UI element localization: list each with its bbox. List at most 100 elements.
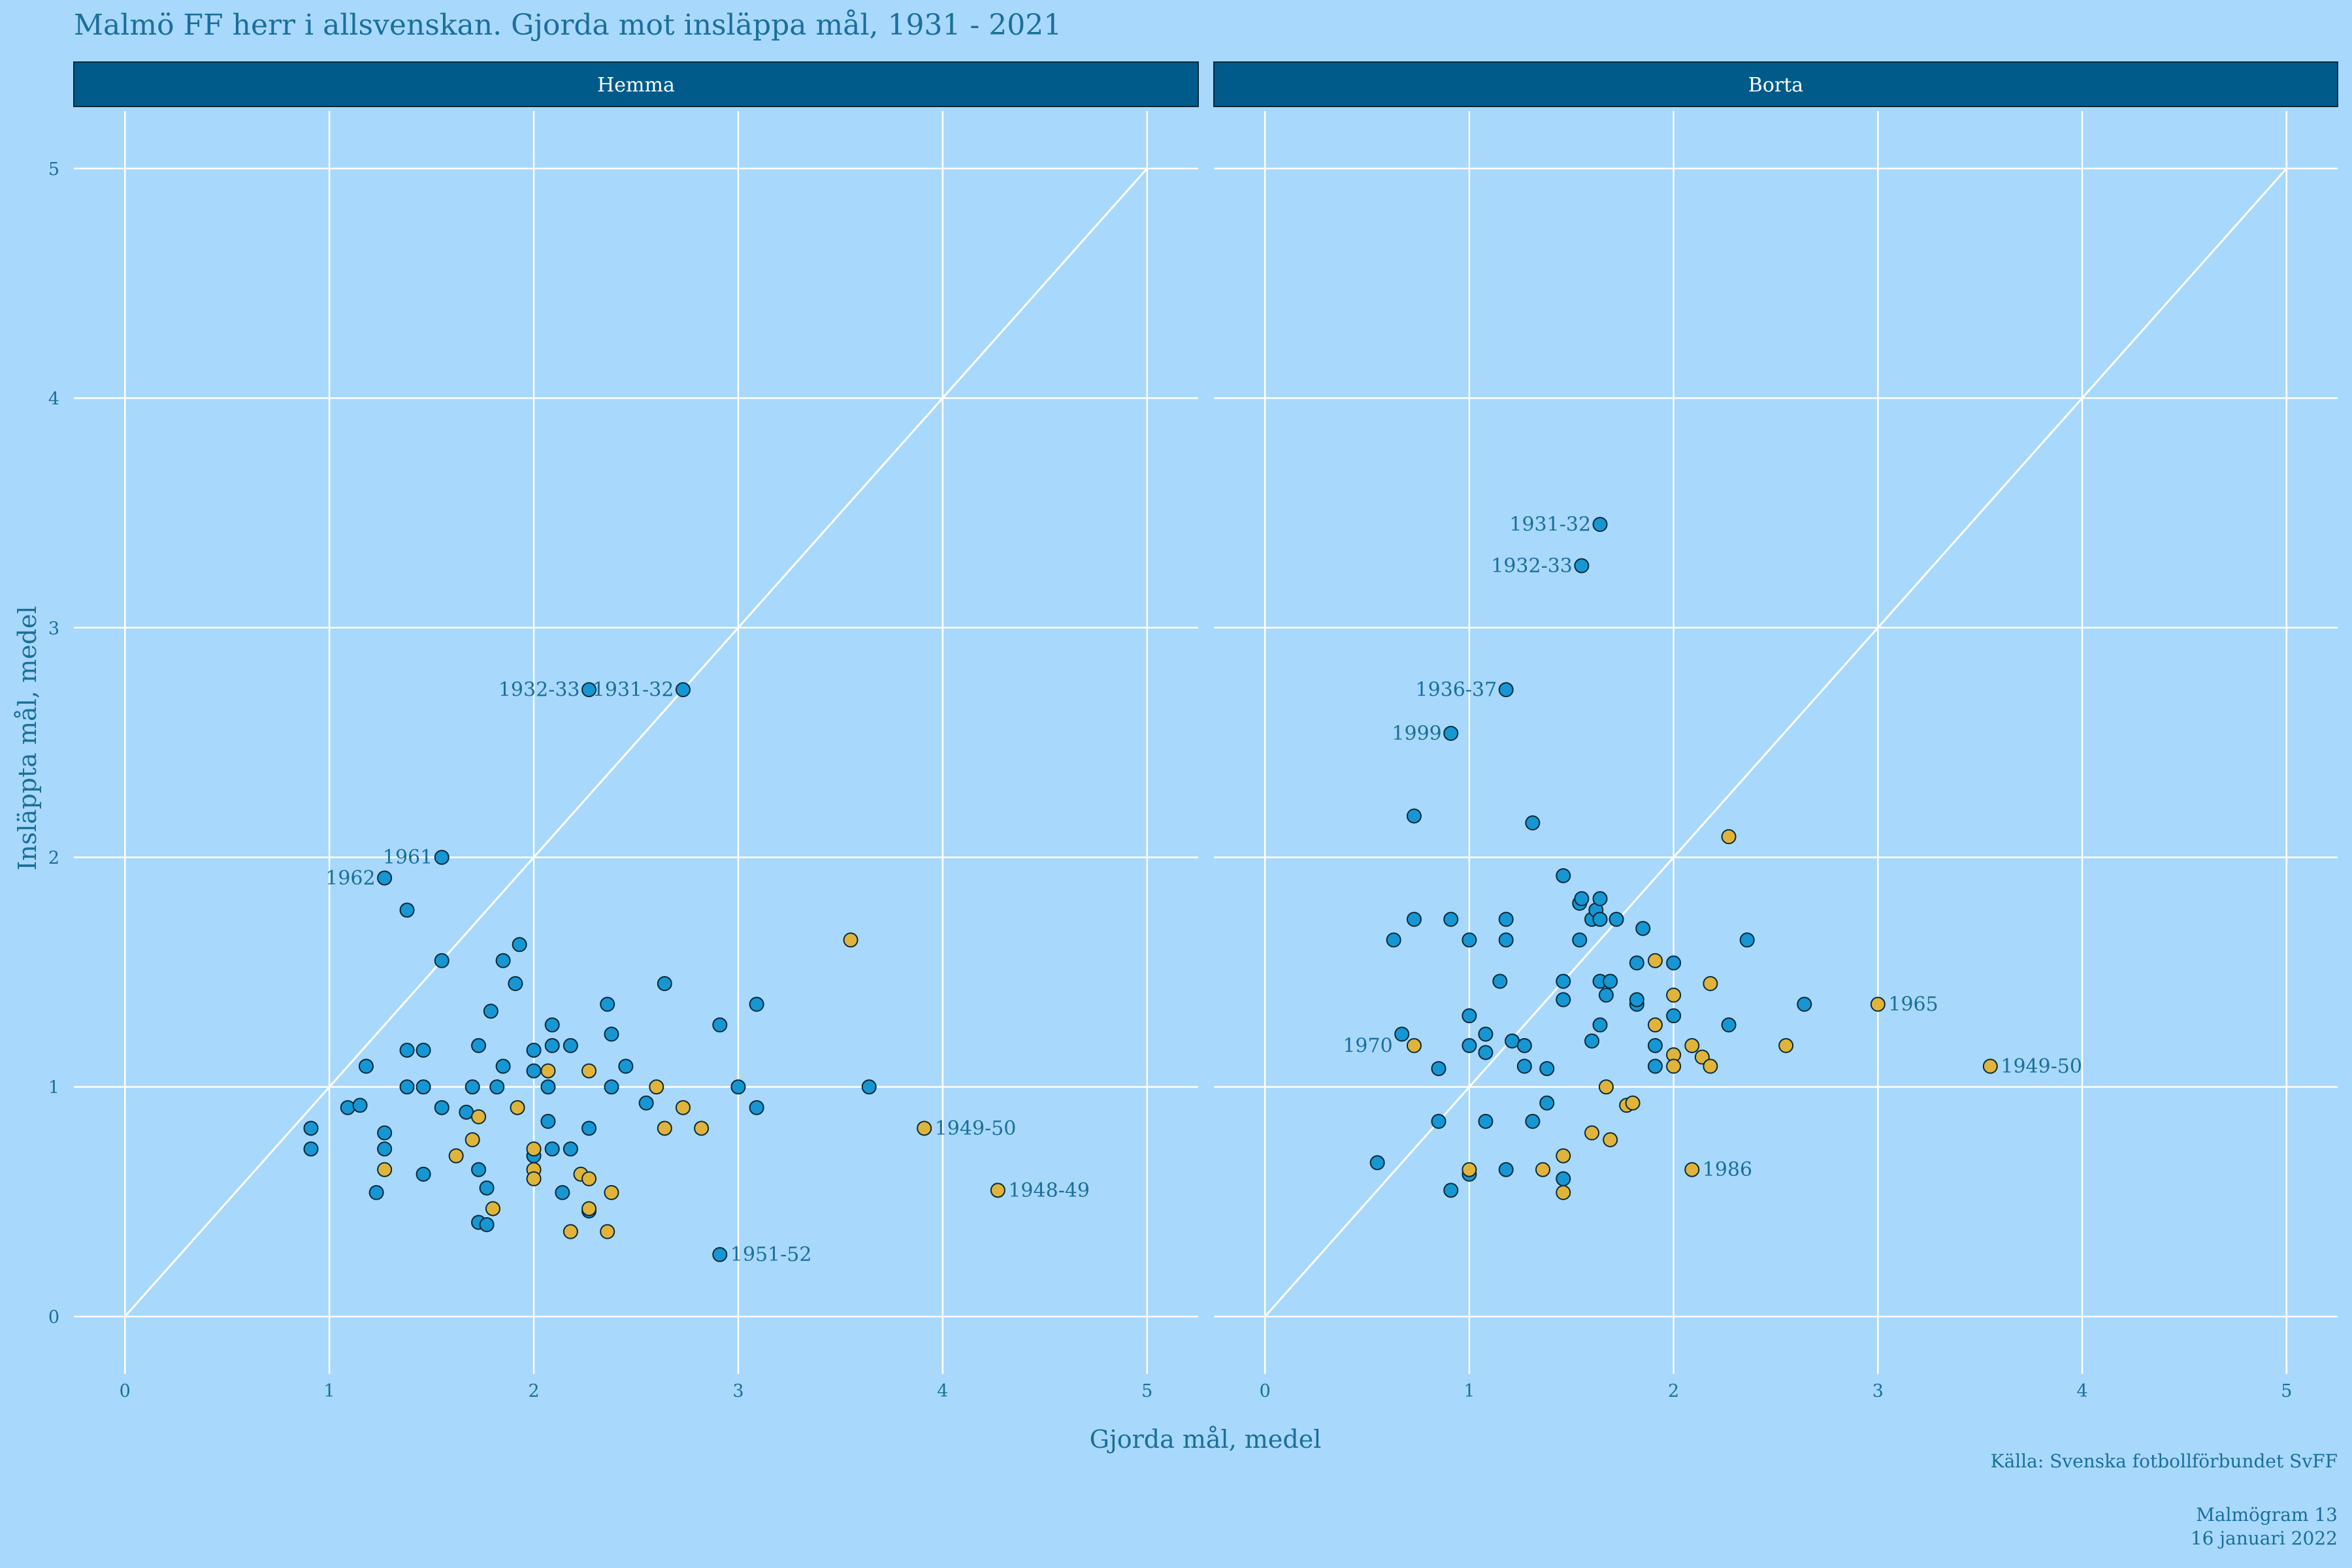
- data-point-blue: [1492, 973, 1508, 989]
- data-point-blue: [1609, 911, 1624, 927]
- data-point-blue: [465, 1079, 480, 1095]
- data-point-blue: [1592, 1017, 1608, 1033]
- data-point-gold: [581, 1201, 597, 1217]
- footer-line-1: Malmögram 13: [2196, 1504, 2338, 1526]
- data-point-blue: [377, 1125, 393, 1141]
- data-point-blue: [1592, 911, 1608, 927]
- data-point-gold: [1603, 1132, 1618, 1148]
- data-point-gold: [485, 1201, 500, 1217]
- data-point-blue: [540, 1079, 556, 1095]
- x-tick-label: 0: [1260, 1381, 1271, 1401]
- data-point-gold: [1684, 1162, 1700, 1177]
- data-point-gold: [465, 1132, 480, 1148]
- data-point-blue: [1592, 517, 1608, 532]
- data-point-blue: [434, 953, 449, 968]
- season-label: 1932-33: [1491, 555, 1573, 578]
- data-point-blue: [1443, 1183, 1459, 1198]
- chart-title: Malmö FF herr i allsvenskan. Gjorda mot …: [74, 8, 1062, 42]
- data-point-blue: [555, 1184, 570, 1200]
- data-point-blue: [1556, 1171, 1571, 1186]
- data-point-gold: [1625, 1095, 1641, 1111]
- data-point-blue: [1498, 932, 1514, 948]
- x-tick-label: 4: [937, 1381, 948, 1401]
- data-point-gold: [1462, 1162, 1477, 1177]
- season-label: 1962: [325, 867, 375, 890]
- data-point-gold: [1721, 829, 1737, 845]
- x-tick-label: 5: [1141, 1381, 1152, 1401]
- data-point-blue: [600, 996, 615, 1012]
- diagonal-reference-line: [124, 167, 1148, 1318]
- data-point-blue: [712, 1017, 728, 1033]
- data-point-blue: [399, 1042, 415, 1058]
- data-point-gold: [1598, 1079, 1614, 1095]
- data-point-blue: [712, 1247, 728, 1262]
- season-label: 1951-52: [730, 1243, 812, 1266]
- data-point-gold: [448, 1148, 464, 1164]
- x-tick-label: 4: [2076, 1381, 2087, 1401]
- data-point-blue: [1584, 1033, 1600, 1049]
- source-caption: Källa: Svenska fotbollförbundet SvFF: [1991, 1450, 2338, 1472]
- data-point-blue: [730, 1079, 746, 1095]
- data-point-blue: [303, 1120, 319, 1136]
- data-point-blue: [1666, 1008, 1682, 1024]
- data-point-gold: [1535, 1162, 1550, 1177]
- data-point-blue: [1556, 992, 1571, 1007]
- data-point-blue: [638, 1095, 654, 1111]
- data-point-blue: [1539, 1095, 1555, 1111]
- data-point-gold: [540, 1063, 556, 1079]
- season-label: 1999: [1392, 722, 1441, 745]
- season-label: 1970: [1343, 1034, 1392, 1057]
- data-point-gold: [1870, 996, 1886, 1012]
- data-point-blue: [1443, 911, 1459, 927]
- data-point-gold: [526, 1141, 542, 1157]
- y-tick-label: 2: [48, 848, 59, 868]
- data-point-blue: [358, 1058, 374, 1074]
- data-point-gold: [657, 1120, 672, 1136]
- data-point-blue: [377, 870, 393, 886]
- data-point-gold: [1647, 953, 1663, 968]
- panel-borta: Borta 0 1 2 3 4 5 1931-32 1932-33 1936-37 1999 1970…: [1213, 61, 2338, 1401]
- data-point-blue: [479, 1180, 495, 1196]
- data-point-gold: [843, 932, 858, 948]
- data-point-gold: [1556, 1184, 1571, 1200]
- data-point-blue: [1797, 996, 1812, 1012]
- data-point-gold: [510, 1100, 525, 1115]
- data-point-gold: [581, 1171, 597, 1186]
- data-point-gold: [1666, 987, 1682, 1003]
- data-point-gold: [1556, 1148, 1571, 1164]
- x-tick-label: 1: [1463, 1381, 1475, 1401]
- data-point-blue: [1603, 973, 1618, 989]
- data-point-blue: [1443, 725, 1459, 741]
- data-point-blue: [1629, 992, 1644, 1007]
- data-point-blue: [1369, 1155, 1385, 1171]
- data-point-blue: [495, 953, 511, 968]
- data-point-blue: [1386, 932, 1401, 948]
- data-point-blue: [512, 937, 527, 953]
- y-tick-label: 5: [48, 159, 59, 180]
- facet-strip-label: Borta: [1748, 74, 1804, 97]
- data-point-gold: [1584, 1125, 1600, 1141]
- data-point-blue: [657, 976, 672, 992]
- data-point-blue: [416, 1166, 431, 1182]
- x-tick-label: 0: [120, 1381, 131, 1401]
- data-point-gold: [600, 1224, 615, 1239]
- data-point-blue: [1721, 1017, 1737, 1033]
- data-point-blue: [303, 1141, 319, 1157]
- data-point-gold: [1703, 976, 1718, 992]
- data-point-blue: [479, 1217, 495, 1233]
- data-point-blue: [1556, 868, 1571, 883]
- data-point-blue: [1431, 1113, 1446, 1129]
- footer-line-2: 16 januari 2022: [2191, 1527, 2338, 1549]
- facet-strip: [73, 61, 1199, 107]
- data-point-blue: [1635, 921, 1651, 936]
- data-point-blue: [483, 1004, 498, 1019]
- data-point-blue: [1525, 1113, 1541, 1129]
- x-tick-label: 2: [528, 1381, 539, 1401]
- data-point-blue: [544, 1141, 560, 1157]
- data-point-blue: [352, 1098, 368, 1113]
- data-point-blue: [526, 1042, 542, 1058]
- data-point-gold: [1982, 1058, 1998, 1074]
- data-point-gold: [1778, 1037, 1794, 1053]
